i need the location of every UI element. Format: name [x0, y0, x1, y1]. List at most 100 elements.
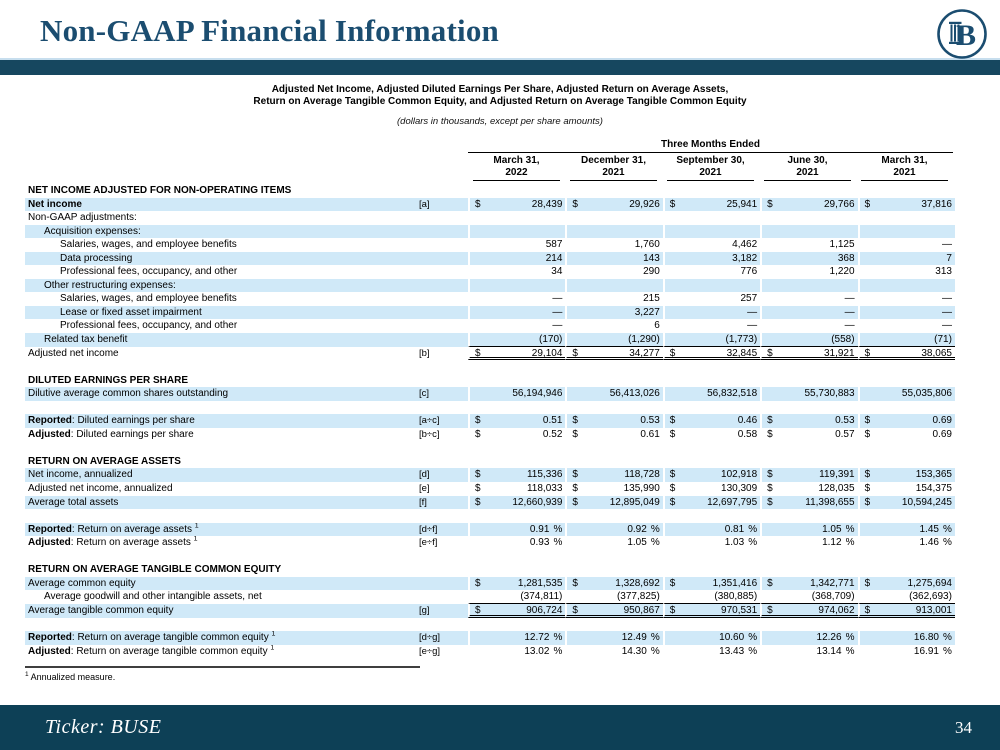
cell-value: —	[662, 319, 760, 334]
cell-value: 0.91%	[468, 522, 565, 537]
spacer-row	[25, 400, 955, 415]
cell-value: 12.26%	[760, 631, 857, 645]
footnote-marker: 1	[25, 671, 29, 679]
row-ref	[419, 319, 468, 333]
row-label: Adjusted net income	[28, 347, 119, 359]
cell-value	[468, 454, 565, 469]
cell-value	[760, 211, 857, 225]
cell-value	[662, 563, 760, 577]
span-header: Three Months Ended	[468, 139, 953, 153]
cell-value	[857, 184, 955, 198]
row-ref: [d÷g]	[419, 632, 441, 644]
cell-value: 1.46%	[857, 536, 955, 550]
cell-value: 56,413,026	[565, 387, 662, 401]
table-row: Salaries, wages, and employee benefits 58…	[25, 238, 955, 252]
cell-value: 34	[468, 265, 565, 279]
cell-value: 215	[565, 292, 662, 306]
row-label: Average total assets	[28, 496, 119, 508]
spacer-row	[25, 509, 955, 523]
row-label: Reported: Return on average tangible com…	[28, 631, 276, 644]
row-ref	[419, 563, 468, 577]
cell-value: 776	[662, 265, 760, 279]
row-ref	[419, 279, 468, 293]
cell-value: $38,065	[857, 346, 955, 361]
row-label: Reported: Diluted earnings per share	[28, 415, 195, 427]
cell-value: 214	[468, 251, 565, 266]
row-ref	[419, 252, 468, 266]
cell-value: $0.53	[760, 414, 857, 428]
column-header: December 31, 2021	[565, 155, 662, 181]
row-ref	[419, 306, 468, 320]
cell-value: $11,398,655	[760, 495, 857, 510]
table-row: Adjusted: Diluted earnings per share [b÷c…	[25, 427, 955, 442]
row-ref: [d÷f]	[419, 523, 438, 535]
subtitle-line-2: Return on Average Tangible Common Equity…	[253, 95, 747, 107]
cell-value: $0.53	[565, 414, 662, 428]
cell-value: 257	[662, 292, 760, 306]
cell-value: $1,328,692	[565, 576, 662, 591]
page-title: Non-GAAP Financial Information	[40, 13, 499, 48]
cell-value: —	[468, 305, 565, 320]
row-label: Salaries, wages, and employee benefits	[60, 239, 237, 251]
cell-value	[565, 224, 662, 239]
header-spacer	[25, 139, 468, 153]
cell-value: $970,531	[662, 603, 761, 618]
cell-value: 1,760	[565, 238, 662, 252]
page-number: 34	[955, 717, 972, 737]
cell-value: (380,885)	[662, 590, 761, 604]
cell-value: $128,035	[760, 482, 857, 496]
cell-value: $135,990	[565, 482, 662, 496]
row-ref: [e÷g]	[419, 645, 441, 657]
row-ref: [f]	[419, 496, 427, 508]
row-label: Average goodwill and other intangible as…	[44, 591, 262, 603]
cell-value	[468, 563, 565, 577]
cell-value: 1.05%	[760, 522, 857, 537]
cell-value: (1,290)	[565, 333, 663, 347]
section-header-row: DILUTED EARNINGS PER SHARE	[25, 373, 955, 388]
cell-value: $37,816	[857, 197, 955, 212]
row-label: Other restructuring expenses:	[44, 279, 176, 291]
spacer-row	[25, 360, 955, 374]
busey-logo-icon: B	[937, 9, 987, 59]
row-ref	[419, 577, 468, 591]
row-label: Dilutive average common shares outstandi…	[28, 388, 229, 400]
cell-value: $12,697,795	[662, 495, 760, 510]
table-row: Adjusted net income, annualized [e] $118,0…	[25, 482, 955, 496]
row-ref: [b÷c]	[419, 428, 440, 440]
row-ref: [a÷c]	[419, 415, 440, 427]
cell-value: $25,941	[662, 197, 760, 212]
cell-value: 14.30%	[565, 644, 662, 659]
row-ref: [e]	[419, 483, 430, 495]
cell-value: (368,709)	[760, 590, 858, 604]
row-ref: [g]	[419, 604, 430, 616]
cell-value	[468, 278, 565, 293]
cell-value: (170)	[468, 333, 566, 347]
cell-value: 290	[565, 265, 662, 279]
cell-value: —	[857, 238, 955, 252]
cell-value: 13.02%	[468, 644, 565, 659]
cell-value: 368	[760, 251, 857, 266]
row-label: Professional fees, occupancy, and other	[60, 320, 238, 332]
cell-value: —	[857, 319, 955, 334]
cell-value: 1.45%	[857, 522, 955, 537]
table-row: Professional fees, occupancy, and other 3…	[25, 265, 955, 279]
table-row: Adjusted net income [b] $29,104 $34,277 $32,…	[25, 346, 955, 361]
table-row: Average tangible common equity [g] $906,72…	[25, 603, 955, 618]
row-label: Adjusted: Diluted earnings per share	[28, 428, 194, 440]
cell-value: $0.69	[857, 427, 955, 442]
cell-value: 1,125	[760, 238, 857, 252]
cell-value	[857, 454, 955, 469]
cell-value	[857, 373, 955, 388]
cell-value: —	[468, 319, 565, 334]
cell-value: $29,104	[468, 346, 566, 361]
row-ref	[419, 225, 468, 239]
cell-value: —	[760, 319, 857, 334]
cell-value	[760, 454, 857, 469]
cell-value: $0.58	[662, 427, 760, 442]
cell-value	[565, 563, 662, 577]
cell-value: $32,845	[662, 346, 761, 361]
cell-value: —	[857, 305, 955, 320]
table-row: Dilutive average common shares outstandi…	[25, 387, 955, 401]
cell-value	[565, 184, 662, 198]
cell-value: (362,693)	[857, 590, 955, 604]
